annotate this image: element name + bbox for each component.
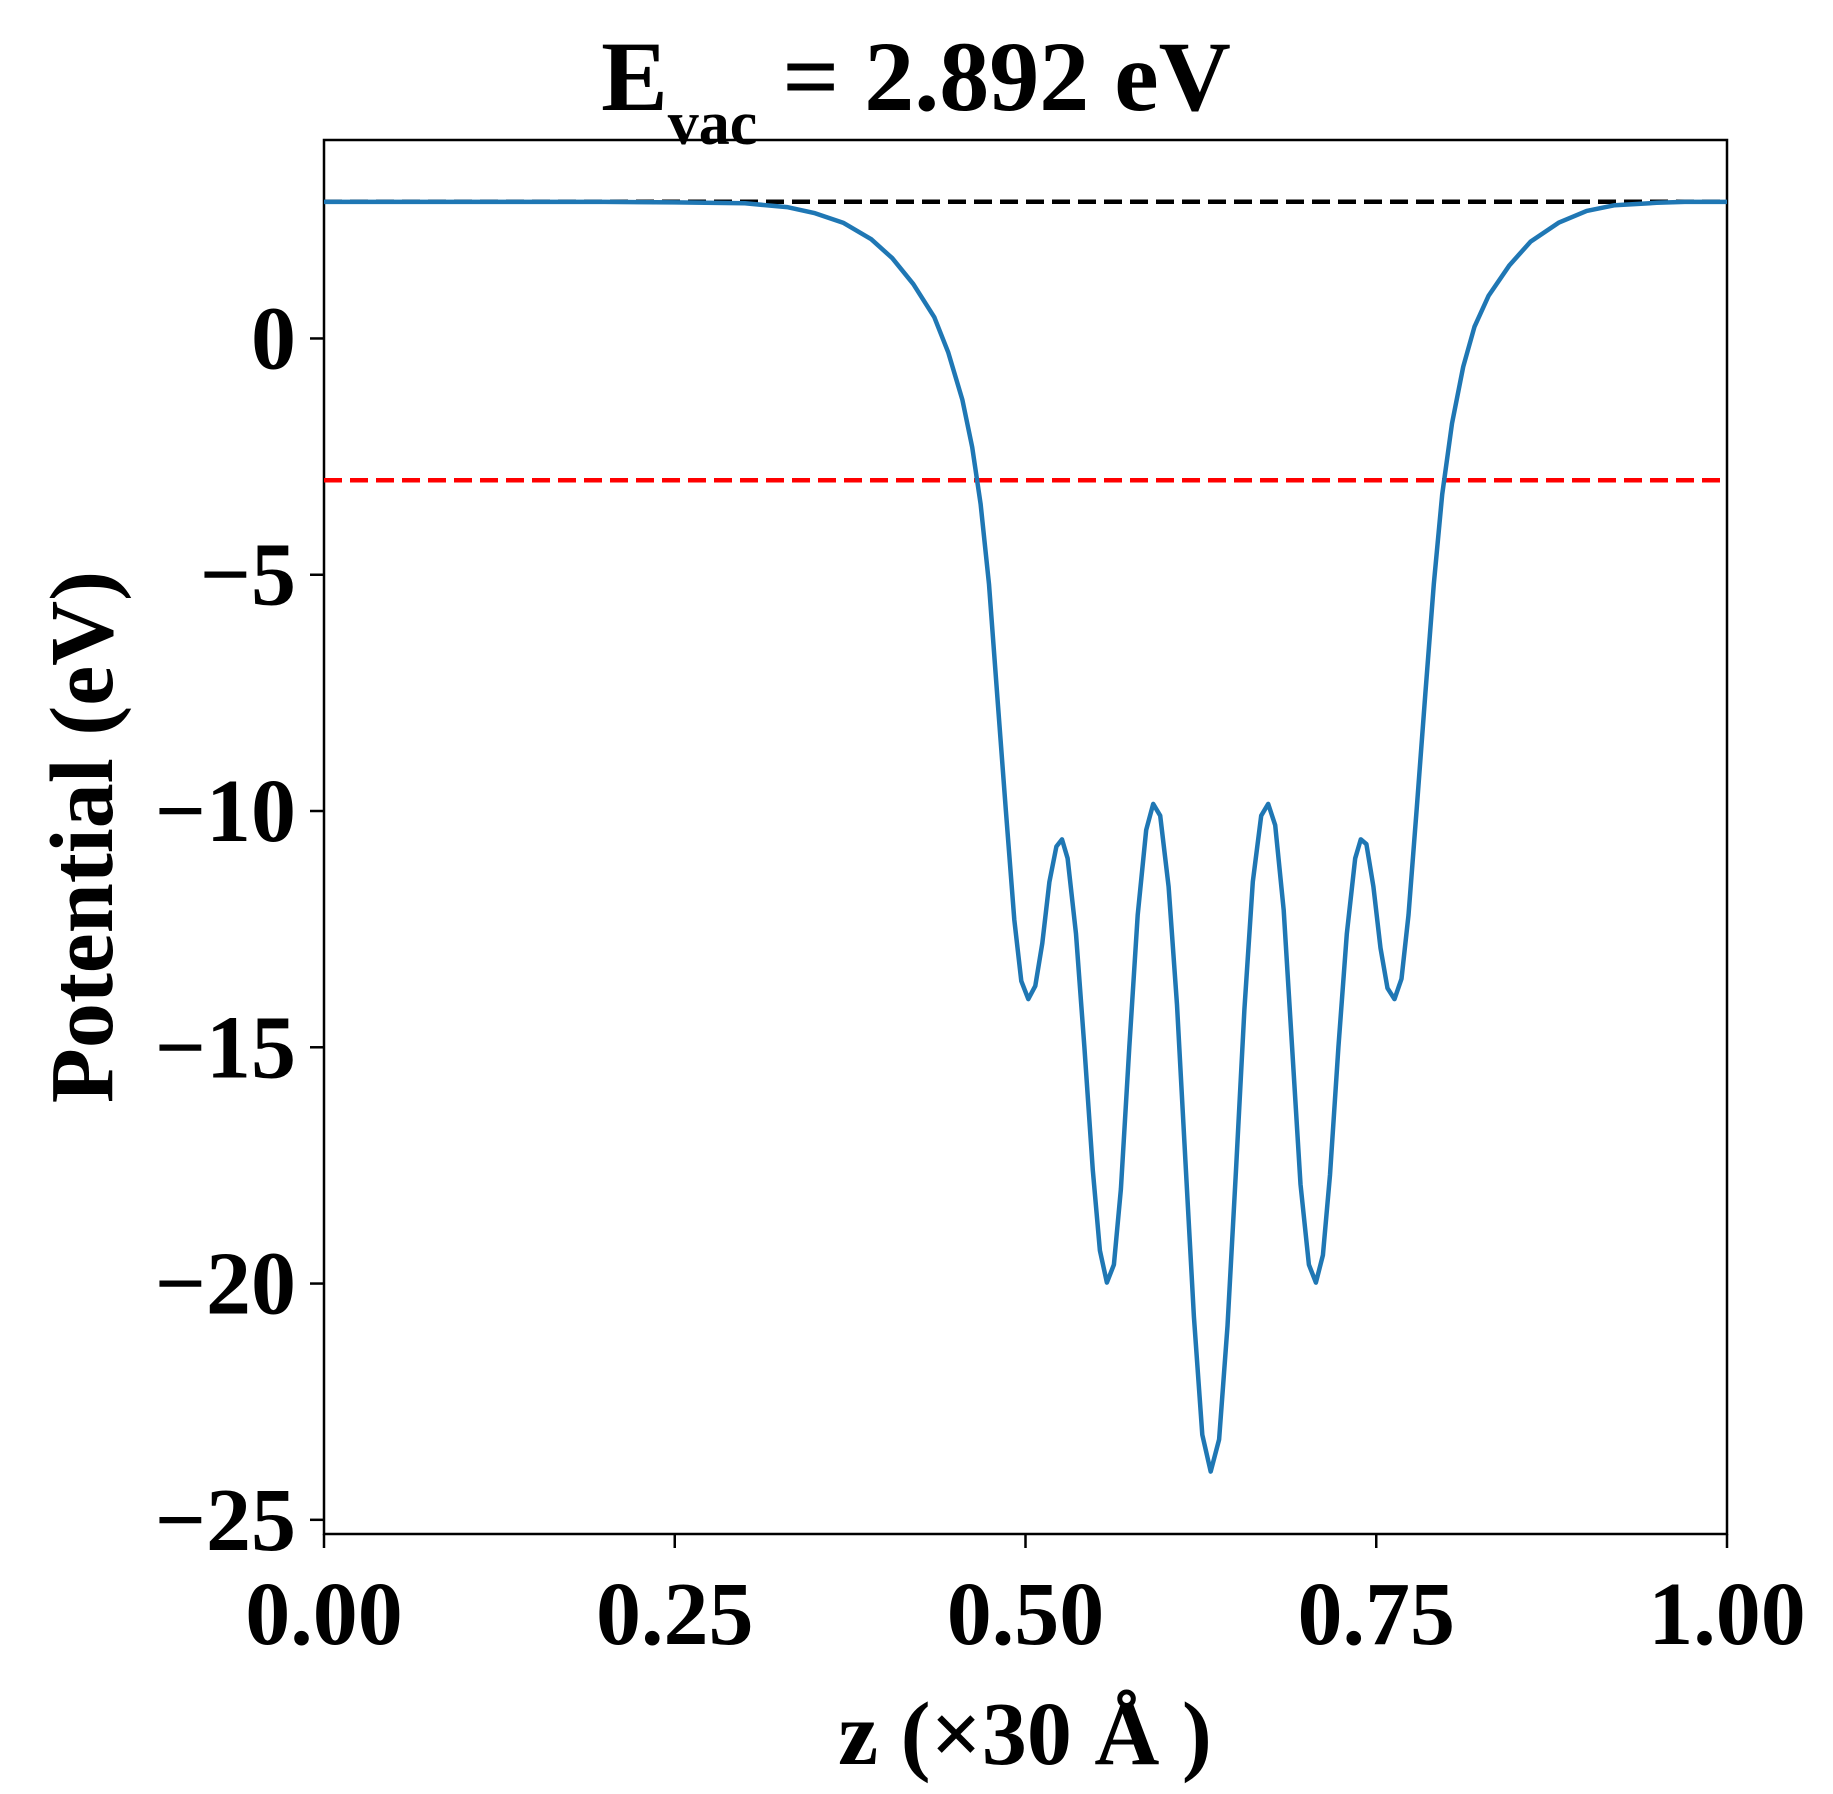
chart-title: Evac = 2.892 eV xyxy=(601,21,1231,158)
y-tick-label: −25 xyxy=(155,1471,296,1570)
y-tick-label: −20 xyxy=(155,1235,296,1334)
x-tick-label: 0.50 xyxy=(947,1565,1105,1664)
chart-title-main: E xyxy=(601,21,668,132)
plot-frame xyxy=(322,138,1729,1536)
x-tick-label: 0.25 xyxy=(596,1565,754,1664)
x-axis-label: z (×30 Å ) xyxy=(838,1685,1212,1784)
series-line-0 xyxy=(324,199,1727,1474)
y-tick-label: −10 xyxy=(155,762,296,861)
y-tick-label: −5 xyxy=(200,526,296,625)
chart-title-rest: = 2.892 eV xyxy=(757,21,1231,132)
chart-title-subscript: vac xyxy=(668,90,758,158)
x-tick-label: 1.00 xyxy=(1648,1565,1806,1664)
y-tick-label: 0 xyxy=(251,289,296,388)
y-axis-label: Potential (eV) xyxy=(33,571,132,1103)
x-tick-label: 0.00 xyxy=(245,1565,403,1664)
y-tick-label: −15 xyxy=(155,998,296,1097)
x-tick-label: 0.75 xyxy=(1298,1565,1456,1664)
